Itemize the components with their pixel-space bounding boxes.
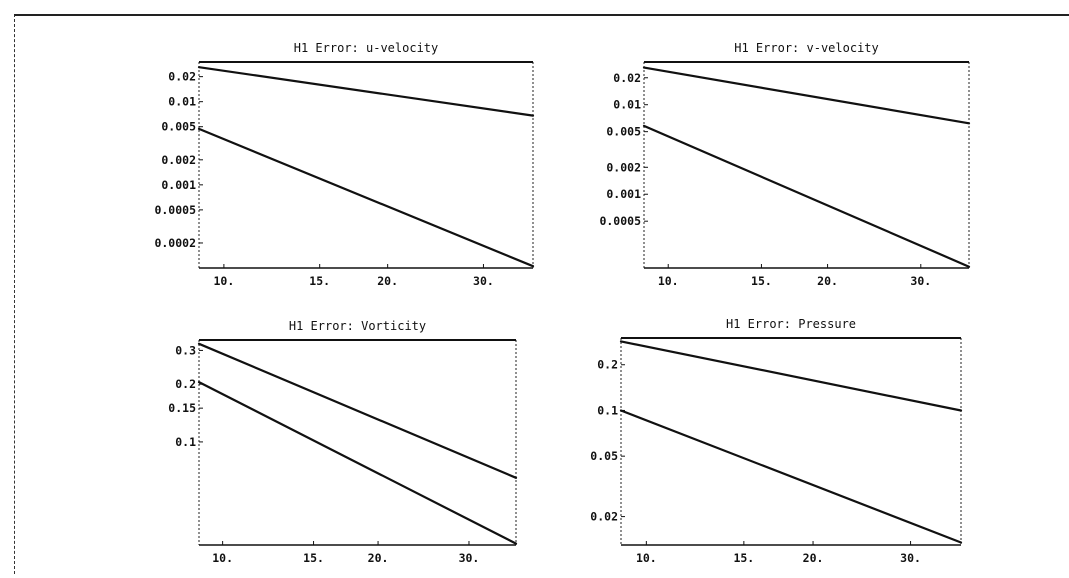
x-tick-label: 15. [751, 274, 772, 288]
x-tick-label: 15. [309, 274, 330, 288]
x-tick-label: 20. [377, 274, 398, 288]
chart-title: H1 Error: u-velocity [294, 41, 439, 55]
x-tick-label: 20. [803, 551, 824, 565]
y-tick-label: 0.2 [175, 377, 196, 391]
y-tick-label: 0.0005 [154, 203, 196, 217]
chart-panel-1: H1 Error: u-velocity 0.02 0.01 0.005 0.002 0.… [154, 41, 535, 288]
x-tick-label: 30. [900, 551, 921, 565]
x-tick-label: 30. [910, 274, 931, 288]
y-tick-label: 0.1 [597, 403, 618, 417]
x-tick-label: 10. [658, 274, 679, 288]
chart-panel-4: H1 Error: Pressure 0.2 0.1 0.05 0.02 10. 15. 20… [590, 317, 963, 565]
series-line-2 [197, 381, 518, 545]
figure-frame [14, 14, 1069, 574]
y-tick-label: 0.05 [590, 449, 618, 463]
y-tick-label: 0.01 [613, 98, 641, 112]
series-line-1 [642, 66, 971, 125]
x-tick-label: 15. [733, 551, 754, 565]
x-tick-label: 30. [459, 551, 480, 565]
y-tick-label: 0.002 [161, 153, 196, 167]
series-line-2 [642, 124, 971, 268]
x-tick-label: 15. [303, 551, 324, 565]
series-line-1 [197, 342, 518, 479]
x-tick-label: 10. [636, 551, 657, 565]
y-tick-label: 0.3 [175, 343, 196, 357]
y-tick-label: 0.0005 [599, 214, 641, 228]
y-tick-label: 0.15 [168, 401, 196, 415]
series-line-1 [619, 340, 963, 412]
y-tick-label: 0.001 [606, 187, 641, 201]
chart-title: H1 Error: Vorticity [289, 319, 426, 333]
y-tick-label: 0.01 [168, 95, 196, 109]
y-tick-label: 0.02 [590, 510, 618, 524]
y-tick-label: 0.2 [597, 358, 618, 372]
x-tick-label: 20. [368, 551, 389, 565]
x-tick-label: 20. [817, 274, 838, 288]
y-tick-label: 0.005 [606, 125, 641, 139]
chart-title: H1 Error: v-velocity [734, 41, 879, 55]
y-tick-label: 0.005 [161, 120, 196, 134]
series-line-1 [197, 66, 535, 117]
y-tick-label: 0.02 [168, 70, 196, 84]
y-tick-label: 0.0002 [154, 236, 196, 250]
chart-panel-3: H1 Error: Vorticity 0.3 0.2 0.15 0.1 10. 15. 20… [168, 319, 518, 565]
y-tick-label: 0.001 [161, 178, 196, 192]
chart-title: H1 Error: Pressure [726, 317, 856, 331]
chart-panel-2: H1 Error: v-velocity 0.02 0.01 0.005 0.002 0.… [599, 41, 971, 288]
x-tick-label: 10. [214, 274, 235, 288]
series-line-2 [197, 127, 535, 268]
series-line-2 [619, 409, 963, 544]
y-tick-label: 0.002 [606, 160, 641, 174]
y-tick-label: 0.02 [613, 71, 641, 85]
x-tick-label: 30. [473, 274, 494, 288]
x-tick-label: 10. [212, 551, 233, 565]
y-tick-label: 0.1 [175, 435, 196, 449]
